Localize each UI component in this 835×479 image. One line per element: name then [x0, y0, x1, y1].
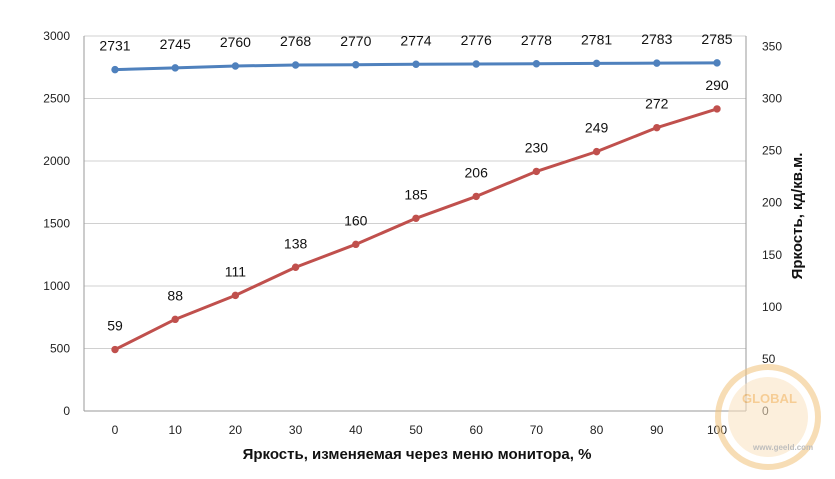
gridlines: [84, 35, 746, 349]
x-tick-label: 60: [470, 423, 484, 437]
data-labels: 2731 2745 2760 2768 2770 2774 2776 2778 2781 2783…: [99, 31, 732, 334]
data-label: 2781: [581, 31, 612, 47]
x-tick-label: 30: [289, 423, 303, 437]
data-label: 111: [225, 263, 246, 279]
x-tick-label: 50: [409, 423, 423, 437]
data-label: 2768: [280, 33, 311, 49]
data-label: 88: [167, 287, 183, 303]
watermark-logo: GLOBAL www.geeld.com: [715, 364, 821, 470]
data-point: [653, 123, 661, 132]
x-tick-label: 10: [169, 423, 183, 437]
data-label: 2783: [641, 31, 672, 47]
left-axis-ticks: 0 500 1000 1500 2000 2500 3000: [43, 29, 70, 418]
left-tick-label: 3000: [43, 29, 70, 43]
data-label: 272: [645, 96, 669, 112]
series: [111, 59, 721, 354]
data-label: 2774: [400, 32, 431, 48]
data-point: [532, 60, 541, 68]
data-point: [291, 263, 300, 271]
x-axis-title: Яркость, изменяемая через меню монитора,…: [243, 446, 592, 463]
data-point: [231, 62, 240, 70]
data-point: [653, 59, 661, 67]
data-label: 160: [344, 212, 368, 228]
data-label: 185: [404, 186, 428, 202]
data-label: 230: [525, 139, 549, 155]
data-label: 2745: [160, 36, 191, 52]
data-point: [532, 167, 541, 176]
data-label: 2778: [521, 32, 552, 48]
right-tick-label: 50: [762, 352, 776, 366]
data-label: 2785: [701, 31, 732, 47]
x-tick-label: 0: [112, 423, 119, 437]
data-label: 2760: [220, 34, 251, 50]
left-tick-label: 1000: [43, 279, 70, 293]
right-tick-label: 250: [762, 144, 782, 158]
data-point: [171, 315, 179, 324]
data-point: [412, 214, 420, 222]
data-point: [171, 64, 179, 72]
watermark-logo-text: GLOBAL: [742, 391, 797, 406]
data-point: [412, 60, 420, 68]
left-tick-label: 2500: [43, 92, 70, 106]
data-label: 249: [585, 120, 609, 136]
data-label: 59: [107, 318, 123, 334]
data-point: [111, 65, 119, 74]
data-label: 2731: [99, 38, 130, 54]
data-label: 290: [705, 77, 729, 93]
right-tick-label: 300: [762, 92, 782, 106]
left-tick-label: 500: [50, 342, 70, 356]
x-tick-label: 80: [590, 423, 604, 437]
axes: [83, 36, 747, 412]
right-tick-label: 150: [762, 248, 782, 262]
data-point: [291, 61, 300, 69]
data-label: 2776: [461, 32, 492, 48]
data-label: 206: [465, 164, 489, 180]
x-tick-label: 20: [229, 423, 243, 437]
left-tick-label: 2000: [43, 154, 70, 168]
left-tick-label: 1500: [43, 217, 70, 231]
data-point: [592, 147, 601, 156]
data-point: [713, 59, 721, 67]
right-axis-title: Яркость, кд/кв.м.: [789, 153, 806, 280]
x-tick-label: 90: [650, 423, 664, 437]
data-point: [472, 60, 480, 68]
data-point: [352, 61, 360, 69]
watermark-url-text: www.geeld.com: [752, 443, 813, 452]
data-point: [231, 291, 240, 300]
data-label: 138: [284, 235, 308, 251]
data-point: [352, 240, 360, 249]
series-line-2: [114, 107, 718, 351]
right-tick-label: 100: [762, 300, 782, 314]
x-axis-ticks: 0 10 20 30 40 50 60 70 80 90 100: [112, 423, 728, 437]
data-point: [111, 345, 119, 354]
left-tick-label: 0: [63, 404, 70, 418]
x-tick-label: 70: [530, 423, 544, 437]
data-point: [713, 105, 721, 113]
data-label: 2770: [340, 33, 371, 49]
right-tick-label: 200: [762, 196, 782, 210]
right-tick-label: 350: [762, 39, 782, 53]
x-tick-label: 40: [349, 423, 363, 437]
data-point: [472, 192, 480, 201]
data-point: [592, 59, 601, 68]
